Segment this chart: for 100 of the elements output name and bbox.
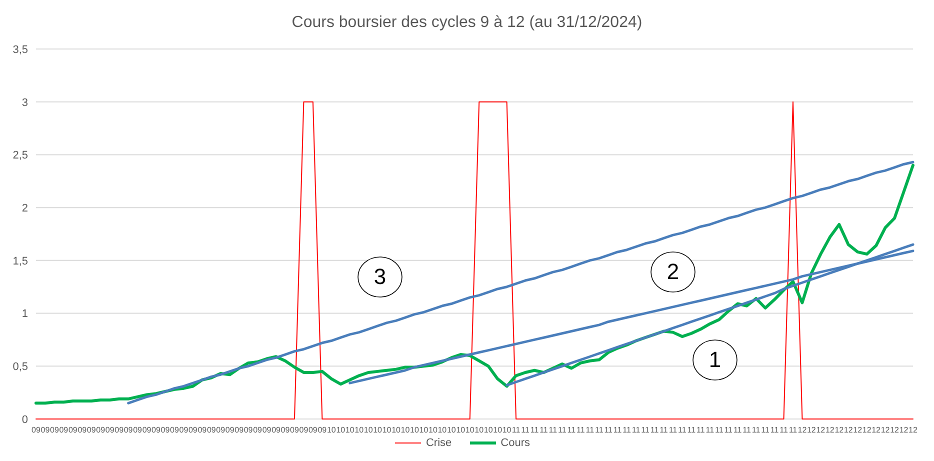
x-tick-label: 10	[326, 426, 336, 435]
x-tick-label: 12	[880, 426, 890, 435]
x-tick-label: 09	[188, 426, 198, 435]
x-tick-label: 09	[225, 426, 235, 435]
x-tick-label: 11	[540, 426, 548, 435]
x-tick-label: 11	[706, 426, 715, 435]
y-tick-label: 3,5	[12, 44, 28, 56]
x-tick-label: 11	[770, 426, 780, 435]
x-tick-label: 11	[604, 426, 614, 435]
x-tick-label: 10	[419, 426, 429, 435]
x-tick-label: 10	[392, 426, 402, 435]
x-tick-label: 11	[530, 426, 540, 435]
x-tick-label: 09	[198, 426, 208, 435]
y-tick-label: 1,5	[12, 255, 28, 268]
x-tick-label: 09	[179, 426, 189, 435]
y-tick-label: 0,5	[12, 361, 28, 374]
x-tick-label: 09	[152, 426, 162, 435]
x-tick-label: 09	[253, 426, 263, 435]
x-tick-label: 09	[299, 426, 309, 435]
x-tick-label: 10	[382, 426, 392, 435]
x-tick-label: 09	[308, 426, 318, 435]
x-tick-label: 10	[465, 426, 475, 435]
x-tick-label: 12	[798, 426, 808, 435]
x-tick-label: 11	[788, 426, 798, 435]
x-tick-label: 09	[40, 426, 50, 435]
x-tick-label: 10	[373, 426, 383, 435]
x-tick-label: 11	[780, 426, 788, 435]
x-tick-label: 11	[641, 426, 650, 435]
x-tick-label: 09	[280, 426, 290, 435]
x-tick-label: 09	[160, 426, 170, 435]
y-tick-label: 2,5	[12, 150, 28, 162]
x-tick-label: 11	[668, 426, 678, 435]
x-tick-label: 09	[142, 426, 152, 435]
x-tick-label: 11	[733, 426, 742, 435]
x-tick-label: 10	[446, 426, 456, 435]
x-tick-label: 11	[660, 426, 668, 435]
x-tick-label: 10	[336, 426, 346, 435]
x-tick-label: 11	[512, 426, 521, 435]
x-tick-label: 11	[678, 426, 687, 435]
y-tick-label: 3	[22, 96, 28, 109]
x-tick-label: 09	[170, 426, 180, 435]
x-tick-label: 11	[752, 426, 761, 435]
x-tick-label: 11	[586, 426, 595, 435]
x-tick-label: 11	[714, 426, 724, 435]
x-tick-label: 10	[410, 426, 420, 435]
x-tick-label: 11	[742, 426, 752, 435]
x-tick-label: 09	[32, 426, 41, 435]
x-tick-label: 12	[890, 426, 900, 435]
x-tick-label: 11	[558, 426, 567, 435]
x-tick-label: 10	[428, 426, 438, 435]
x-tick-label: 12	[872, 426, 882, 435]
x-tick-label: 11	[650, 426, 660, 435]
x-tick-label: 10	[502, 426, 512, 435]
x-tick-label: 11	[613, 426, 622, 435]
y-tick-label: 2	[22, 202, 28, 214]
x-tick-label: 10	[474, 426, 484, 435]
annotation: 2	[666, 259, 680, 285]
x-tick-label: 09	[206, 426, 216, 435]
x-tick-label: 09	[244, 426, 254, 435]
x-tick-label: 09	[318, 426, 328, 435]
x-tick-label: 09	[216, 426, 226, 435]
x-tick-label: 10	[354, 426, 364, 435]
legend-label: Cours	[500, 437, 530, 449]
x-tick-label: 11	[576, 426, 586, 435]
x-tick-label: 10	[493, 426, 503, 435]
y-tick-label: 1	[22, 308, 28, 320]
x-tick-label: 12	[899, 426, 909, 435]
x-tick-label: 12	[834, 426, 844, 435]
annotation: 1	[708, 347, 722, 373]
x-tick-label: 09	[59, 426, 69, 435]
annotation: 3	[372, 264, 388, 290]
x-tick-label: 09	[86, 426, 96, 435]
x-tick-label: 09	[68, 426, 78, 435]
x-tick-label: 12	[816, 426, 826, 435]
x-tick-label: 09	[114, 426, 124, 435]
x-tick-label: 09	[133, 426, 143, 435]
legend-label: Crise	[426, 437, 452, 449]
x-tick-label: 10	[456, 426, 466, 435]
x-tick-label: 12	[844, 426, 854, 435]
x-tick-label: 10	[364, 426, 374, 435]
x-tick-label: 11	[632, 426, 641, 435]
x-tick-label: 12	[862, 426, 872, 435]
x-tick-label: 09	[290, 426, 300, 435]
x-tick-label: 11	[548, 426, 558, 435]
x-tick-label: 10	[345, 426, 355, 435]
x-tick-label: 09	[78, 426, 88, 435]
x-tick-label: 10	[484, 426, 494, 435]
x-tick-label: 11	[761, 426, 770, 435]
x-tick-label: 11	[687, 426, 696, 435]
x-tick-label: 11	[724, 426, 734, 435]
x-tick-label: 12	[807, 426, 816, 435]
y-tick-label: 0	[22, 414, 28, 426]
x-tick-label: 12	[908, 426, 918, 435]
x-tick-label: 11	[696, 426, 706, 435]
x-tick-label: 12	[853, 426, 863, 435]
x-tick-label: 09	[105, 426, 115, 435]
x-tick-label: 09	[272, 426, 282, 435]
x-tick-label: 09	[124, 426, 134, 435]
x-tick-label: 10	[438, 426, 448, 435]
x-tick-label: 11	[594, 426, 604, 435]
